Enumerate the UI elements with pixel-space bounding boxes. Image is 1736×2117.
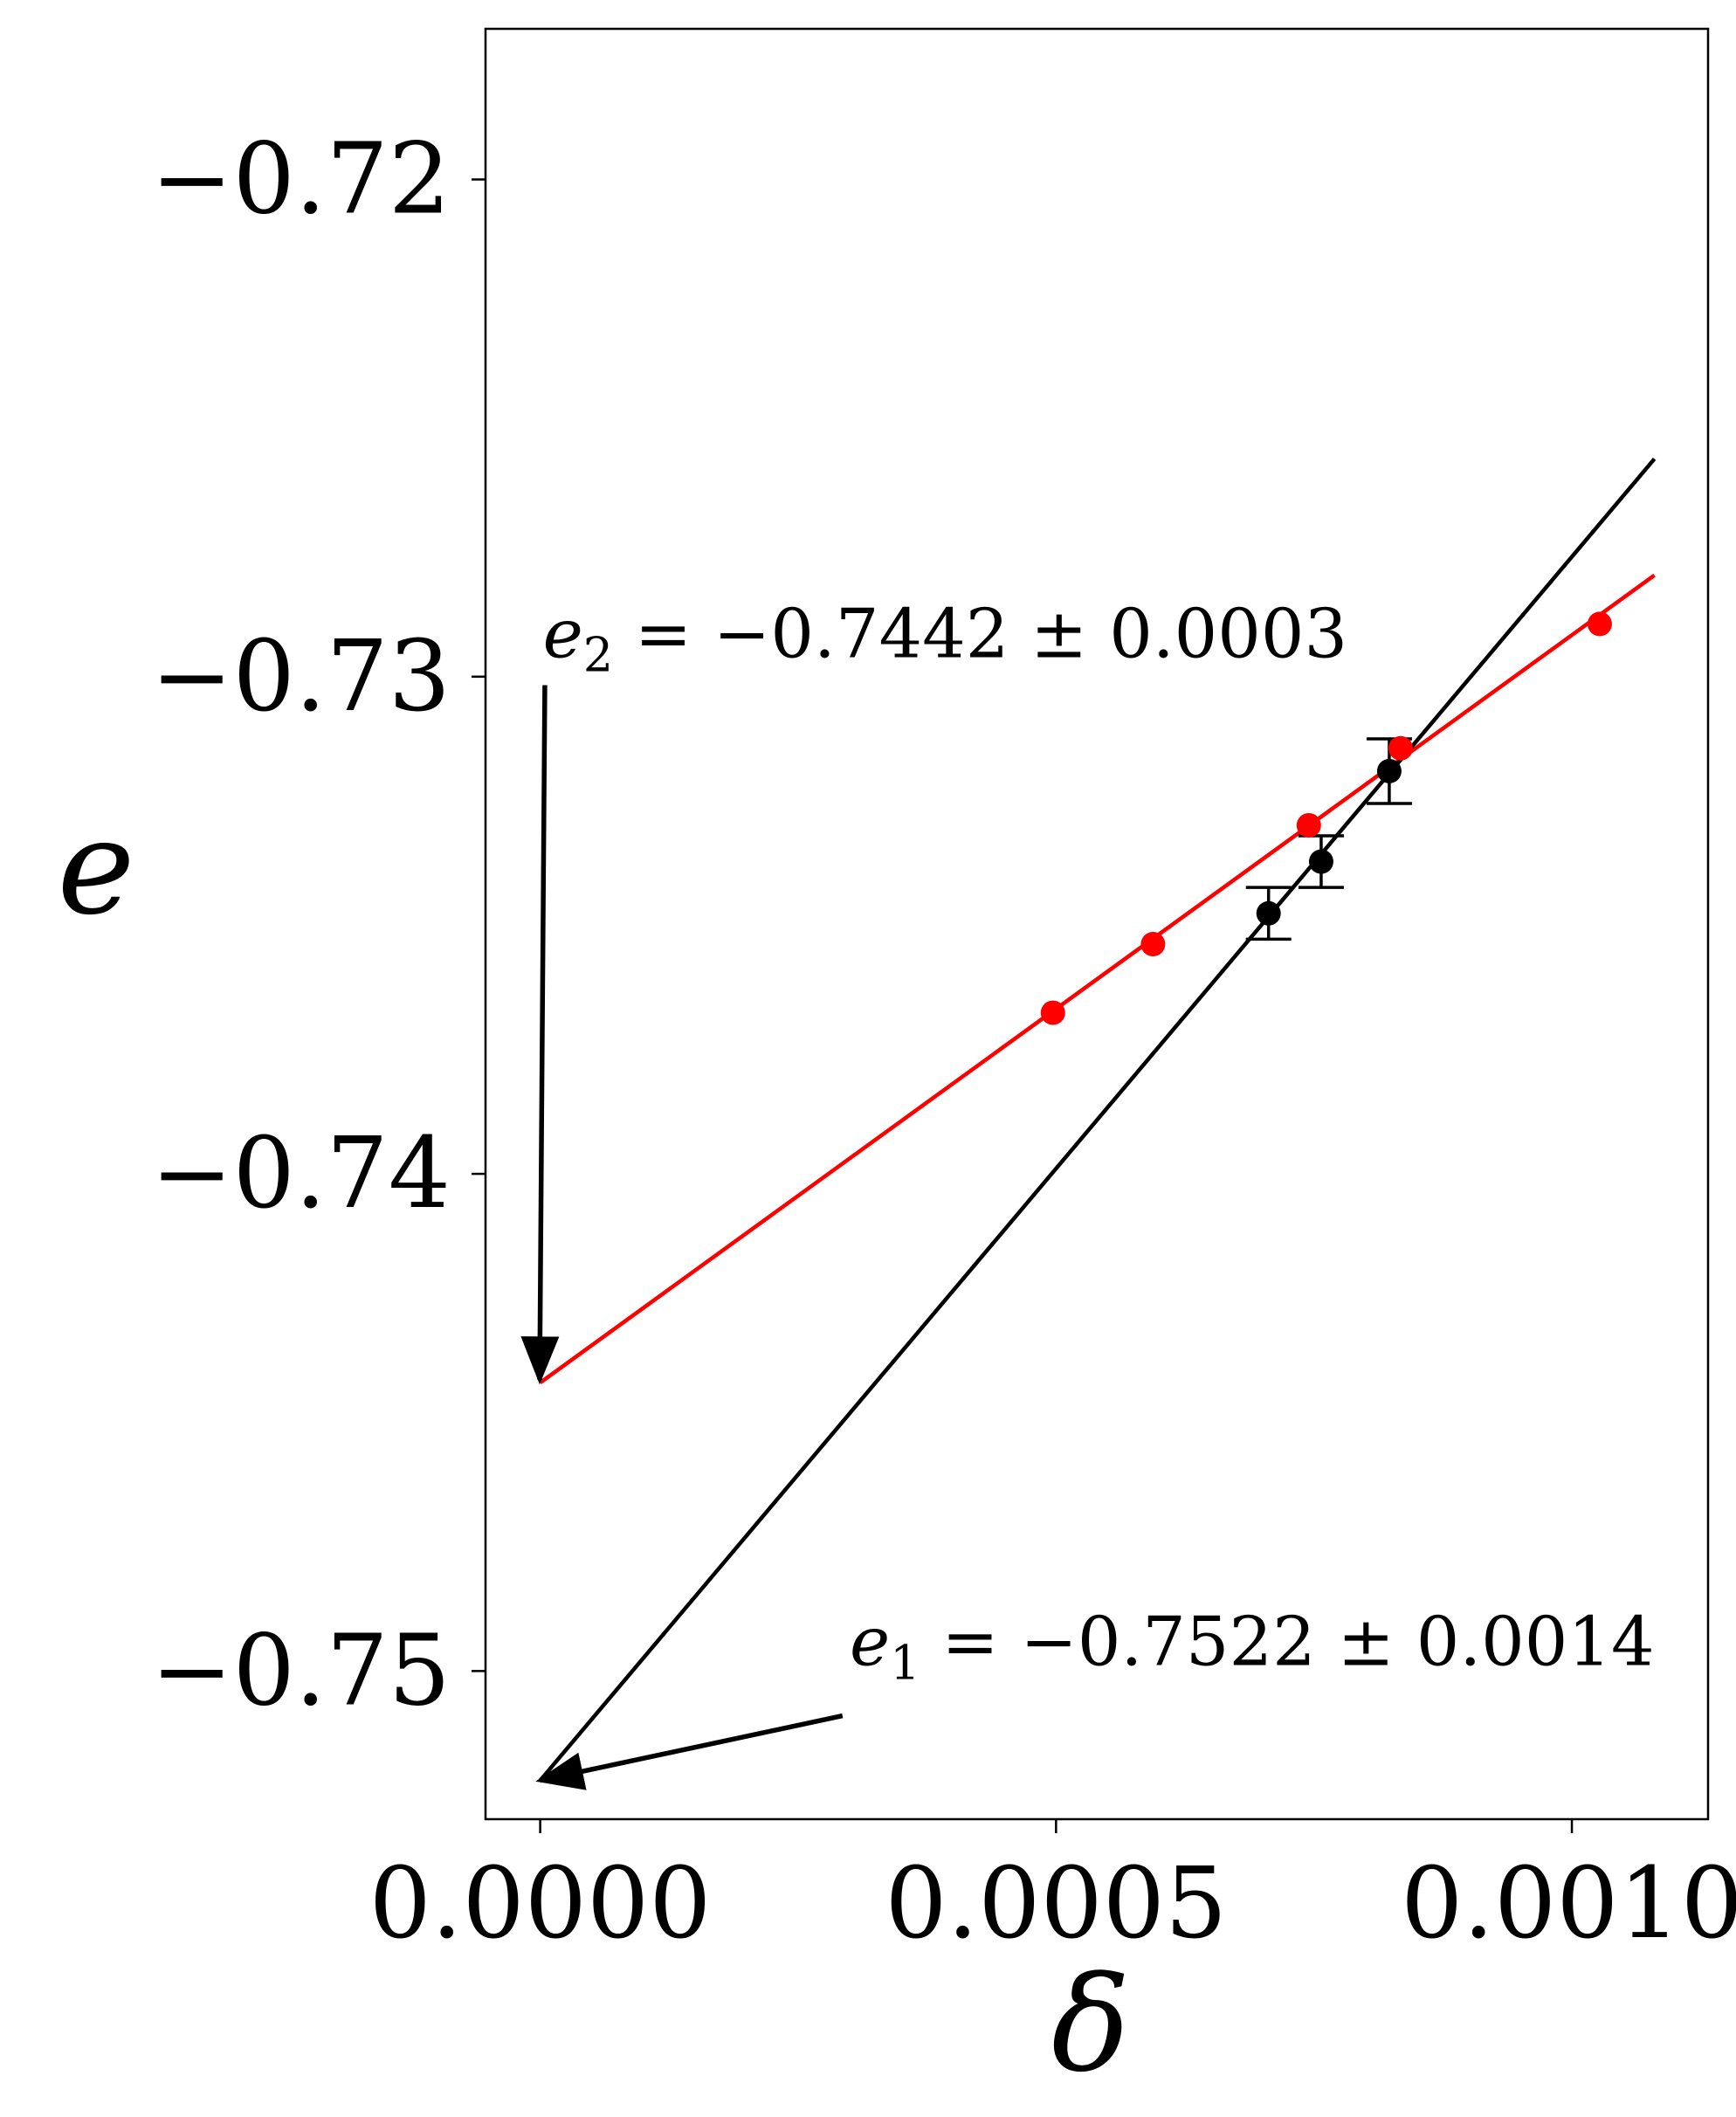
fit-lines bbox=[538, 457, 1657, 1783]
annotation-arrow-e1 bbox=[535, 1713, 844, 1790]
data-point-s0-2 bbox=[1296, 812, 1321, 838]
data-point-s0-0 bbox=[1040, 1000, 1065, 1025]
data-point-s0-3 bbox=[1388, 735, 1413, 761]
annotation-text-e2: e2 = −0.7442 ± 0.0003 bbox=[543, 596, 1348, 683]
fit-line-0 bbox=[539, 573, 1656, 1384]
data-point-s1-1 bbox=[1308, 849, 1333, 874]
y-tick-label: −0.75 bbox=[151, 1614, 451, 1727]
y-axis: −0.72 −0.73 −0.74 −0.75 bbox=[151, 122, 486, 1727]
data-point-s1-2 bbox=[1376, 758, 1402, 783]
plot-frame bbox=[484, 27, 1710, 1821]
y-tick-label: −0.74 bbox=[151, 1117, 451, 1231]
y-tick-label: −0.72 bbox=[151, 122, 451, 236]
x-tick-label: 0.0000 bbox=[369, 1847, 712, 1961]
annotations: e2 = −0.7442 ± 0.0003 e1 = −0.7522 ± 0.00… bbox=[520, 596, 1655, 1790]
x-tick-label: 0.0005 bbox=[885, 1847, 1227, 1961]
y-tick-label: −0.73 bbox=[151, 620, 451, 734]
fit-line-1 bbox=[538, 457, 1657, 1783]
plot-area bbox=[484, 27, 1710, 1821]
x-axis: 0.0000 0.0005 0.0010 bbox=[369, 1819, 1736, 1961]
x-tick-label: 0.0010 bbox=[1401, 1847, 1736, 1961]
data-point-s1-0 bbox=[1256, 900, 1281, 926]
annotation-arrow-e2 bbox=[520, 685, 560, 1385]
y-axis-label: e bbox=[58, 792, 135, 944]
annotation-text-e1: e1 = −0.7522 ± 0.0014 bbox=[850, 1603, 1655, 1691]
x-axis-label: δ bbox=[1051, 1949, 1130, 2101]
data-point-s0-4 bbox=[1587, 611, 1612, 637]
data-points bbox=[1040, 611, 1612, 1025]
data-point-s0-1 bbox=[1140, 932, 1166, 957]
